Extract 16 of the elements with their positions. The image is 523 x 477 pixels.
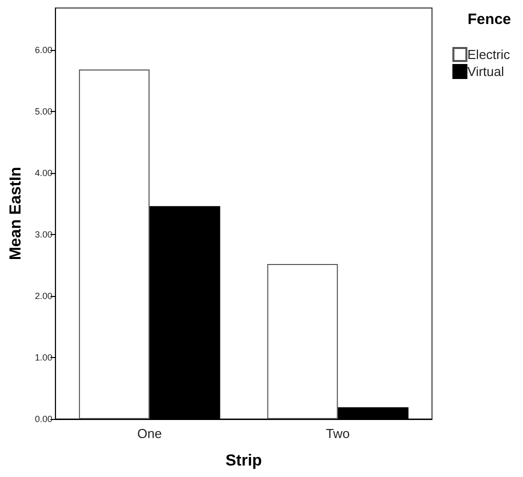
y-tick-label: 3.00 [34,229,52,240]
x-tick-label: One [137,426,162,441]
y-tick-label: 0.00 [34,414,52,424]
legend-title: Fence [468,11,512,28]
bar [267,264,338,419]
x-axis-title: Strip [225,452,262,470]
y-tick-label: 2.00 [34,290,52,301]
bar [78,70,150,419]
legend-label: Electric [467,47,510,62]
y-tick-label: 4.00 [34,168,52,178]
y-tick-label: 1.00 [34,352,52,362]
y-tick-label: 5.00 [34,106,52,116]
legend-label: Virtual [467,64,504,79]
x-tick-label: Two [326,426,350,441]
y-tick-label: 6.00 [34,44,52,55]
y-axis-title: Mean EastIn [8,166,24,260]
